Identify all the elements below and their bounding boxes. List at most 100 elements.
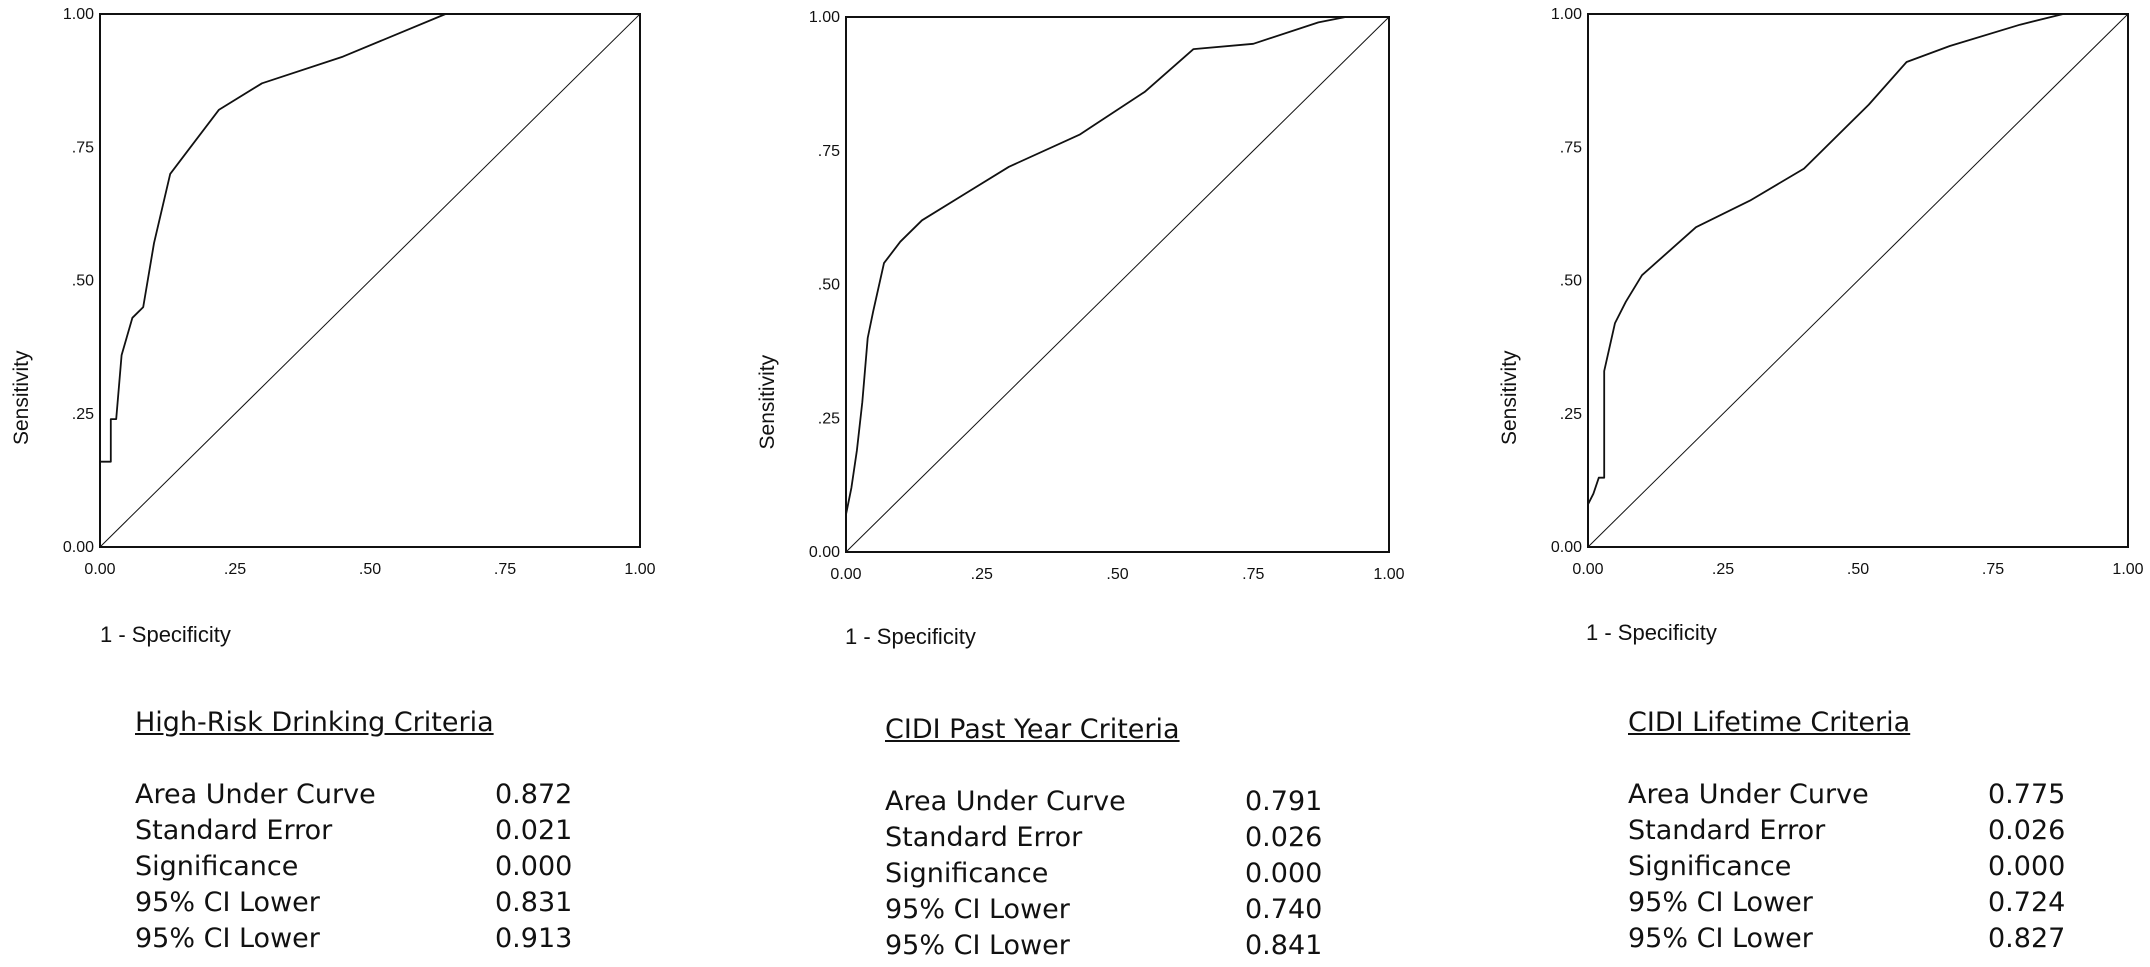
stat-label: 95% CI Lower [885,894,1070,925]
stats-title: CIDI Lifetime Criteria [1628,707,1911,738]
stat-value: 0.000 [1988,851,2066,882]
y-tick-label: .50 [818,277,840,294]
stats-table-high-risk: High-Risk Drinking Criteria Area Under C… [135,705,572,957]
stat-value: 0.775 [1988,779,2066,810]
x-tick-label: .75 [494,561,516,578]
stats-row: 95% CI Lower 0.831 [135,885,572,921]
y-tick-label: .25 [72,406,94,423]
reference-diagonal-line [845,16,1390,553]
stat-value: 0.026 [1988,815,2066,846]
x-tick-label: 1.00 [2112,561,2143,578]
x-tick-label: 0.00 [84,561,115,578]
stats-row: 95% CI Lower 0.724 [1628,885,2065,921]
plot-frame [845,16,1390,553]
stats-row: Significance 0.000 [1628,849,2065,885]
plot-frame [99,13,641,548]
y-axis-label: Sensitivity [756,354,779,449]
y-tick-label: .25 [818,410,840,427]
x-tick-label: .75 [1242,566,1264,583]
stat-value: 0.724 [1988,887,2066,918]
x-axis-label: 1 - Specificity [845,624,976,649]
plot-frame [1587,13,2129,548]
x-tick-label: 0.00 [830,566,861,583]
y-tick-label: 1.00 [1551,6,1582,23]
reference-diagonal-line [1587,13,2129,548]
roc-panel-cidi-lifetime: 0.00 .25 .50 .75 1.00 0.00 .25 .50 .75 1.00 Sensit… [1490,0,2150,967]
stats-row: Area Under Curve 0.791 [885,784,1322,820]
stat-label: Area Under Curve [1628,779,1869,810]
stats-row: Area Under Curve 0.872 [135,777,572,813]
roc-curve-line [99,13,640,547]
stat-value: 0.913 [495,923,573,954]
stats-row: 95% CI Lower 0.913 [135,921,572,957]
x-tick-label: .25 [1712,561,1734,578]
roc-panel-cidi-past-year: 0.00 .25 .50 .75 1.00 0.00 .25 .50 .75 1.00 Sensit… [745,0,1461,967]
stats-row: 95% CI Lower 0.841 [885,928,1322,964]
roc-chart-cidi-lifetime: 0.00 .25 .50 .75 1.00 0.00 .25 .50 .75 1.00 Sensit… [1498,6,2144,578]
x-tick-label: 0.00 [1572,561,1603,578]
x-tick-label: .50 [359,561,381,578]
y-tick-label: .50 [1560,273,1582,290]
x-tick-label: 1.00 [1373,566,1404,583]
stat-label: Standard Error [885,822,1083,853]
stat-label: 95% CI Lower [885,930,1070,961]
stats-row: Area Under Curve 0.775 [1628,777,2065,813]
stat-label: 95% CI Lower [135,923,320,954]
stat-value: 0.026 [1245,822,1323,853]
stat-label: Significance [885,858,1049,889]
x-tick-label: .50 [1106,566,1128,583]
stat-value: 0.021 [495,815,573,846]
stat-value: 0.000 [1245,858,1323,889]
stat-label: Area Under Curve [885,786,1126,817]
x-tick-label: .25 [971,566,993,583]
y-tick-label: .25 [1560,406,1582,423]
stats-title: High-Risk Drinking Criteria [135,707,494,738]
roc-curve-line [845,16,1389,552]
stat-value: 0.827 [1988,923,2066,954]
y-tick-label: 1.00 [63,6,94,23]
y-tick-label: 0.00 [63,539,94,556]
y-axis-label: Sensitivity [10,350,33,445]
y-tick-label: 1.00 [809,9,840,26]
roc-panel-high-risk: 0.00 .25 .50 .75 1.00 0.00 .25 .50 .75 1.00 Sensit… [0,0,716,967]
stat-label: Area Under Curve [135,779,376,810]
stat-value: 0.000 [495,851,573,882]
y-tick-label: .75 [818,143,840,160]
y-tick-label: 0.00 [809,544,840,561]
stats-row: Significance 0.000 [135,849,572,885]
stats-row: Significance 0.000 [885,856,1322,892]
y-axis-label: Sensitivity [1498,350,1521,445]
y-tick-label: .50 [72,273,94,290]
stats-table-cidi-past-year: CIDI Past Year Criteria Area Under Curve… [885,712,1322,964]
roc-curve-line [1587,13,2128,547]
x-axis-label: 1 - Specificity [100,622,231,647]
stats-row: Standard Error 0.026 [885,820,1322,856]
y-tick-label: 0.00 [1551,539,1582,556]
stat-label: 95% CI Lower [1628,887,1813,918]
stat-value: 0.872 [495,779,573,810]
stats-title: CIDI Past Year Criteria [885,714,1180,745]
roc-chart-high-risk: 0.00 .25 .50 .75 1.00 0.00 .25 .50 .75 1.00 Sensit… [10,6,656,578]
x-tick-label: .50 [1847,561,1869,578]
stat-label: 95% CI Lower [135,887,320,918]
stat-value: 0.831 [495,887,573,918]
stat-label: 95% CI Lower [1628,923,1813,954]
stats-row: 95% CI Lower 0.740 [885,892,1322,928]
stat-value: 0.841 [1245,930,1323,961]
roc-chart-cidi-past-year: 0.00 .25 .50 .75 1.00 0.00 .25 .50 .75 1.00 Sensit… [756,9,1405,583]
x-tick-label: .25 [224,561,246,578]
stat-label: Significance [1628,851,1792,882]
stats-row: Standard Error 0.021 [135,813,572,849]
x-tick-label: 1.00 [624,561,655,578]
stat-label: Standard Error [135,815,333,846]
y-tick-label: .75 [72,139,94,156]
stats-row: Standard Error 0.026 [1628,813,2065,849]
stat-value: 0.740 [1245,894,1323,925]
reference-diagonal-line [99,13,641,548]
y-tick-label: .75 [1560,139,1582,156]
stats-table-cidi-lifetime: CIDI Lifetime Criteria Area Under Curve 0… [1628,705,2065,957]
stat-label: Significance [135,851,299,882]
x-axis-label: 1 - Specificity [1586,620,1717,645]
stat-label: Standard Error [1628,815,1826,846]
stat-value: 0.791 [1245,786,1323,817]
